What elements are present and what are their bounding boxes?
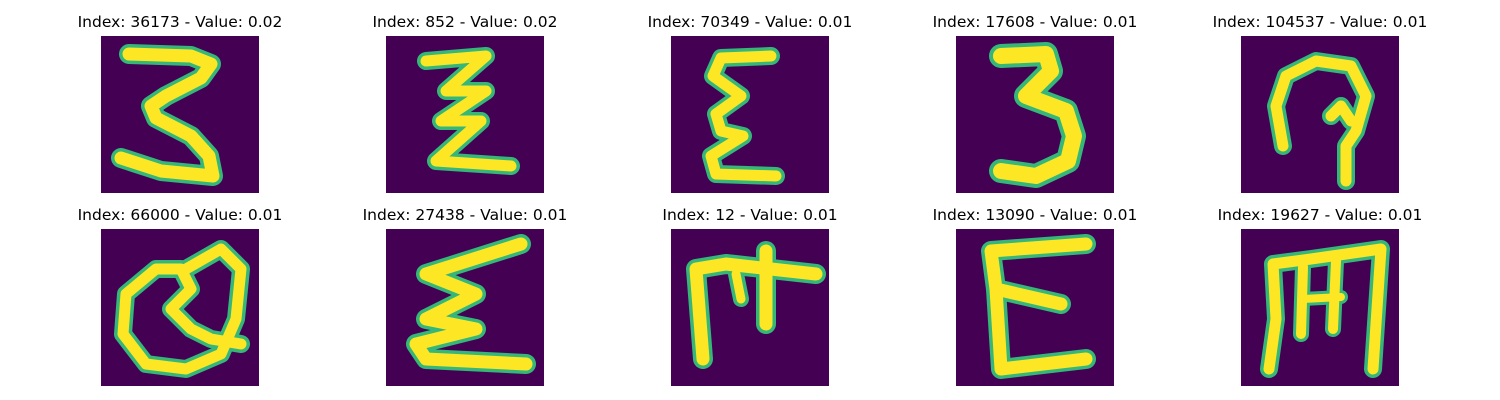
panel-title: Index: 70349 - Value: 0.01 [647,13,853,31]
panel: Index: 104537 - Value: 0.01 [1178,12,1462,202]
panel-title: Index: 17608 - Value: 0.01 [932,13,1138,31]
digit-image [386,36,544,193]
panel-title: Index: 27438 - Value: 0.01 [362,206,568,224]
glyph-z-zigzag [417,47,520,175]
digit-image [671,36,829,193]
glyph-3-bold [989,42,1086,188]
panel-title: Index: 66000 - Value: 0.01 [77,206,283,224]
digit-image [1241,36,1399,193]
glyph-f-like [686,241,826,369]
glyph-3-like [111,44,223,186]
panel-title: Index: 12 - Value: 0.01 [662,206,838,224]
panel-title: Index: 19627 - Value: 0.01 [1217,206,1423,224]
digit-image [101,36,259,193]
glyph-epsilon [702,47,785,185]
panel-title: Index: 852 - Value: 0.02 [372,13,558,31]
digit-image [956,36,1114,193]
panel-title: Index: 36173 - Value: 0.02 [77,13,283,31]
glyph-loop [1267,52,1375,190]
panel: Index: 17608 - Value: 0.01 [893,12,1177,202]
panel: Index: 852 - Value: 0.02 [323,12,607,202]
glyph-q-loop [114,240,250,378]
digit-image [1241,229,1399,386]
digit-image [671,229,829,386]
digit-image [956,229,1114,386]
panel-title: Index: 13090 - Value: 0.01 [932,206,1138,224]
panel: Index: 19627 - Value: 0.01 [1178,205,1462,395]
panel: Index: 70349 - Value: 0.01 [608,12,892,202]
glyph-m-rotated [1260,240,1390,378]
glyph-e [981,234,1096,379]
digit-image [386,229,544,386]
panel-title: Index: 104537 - Value: 0.01 [1212,13,1428,31]
digit-image [101,229,259,386]
panel: Index: 13090 - Value: 0.01 [893,205,1177,395]
panel: Index: 27438 - Value: 0.01 [323,205,607,395]
glyph-sigma [406,234,536,374]
panel: Index: 12 - Value: 0.01 [608,205,892,395]
panel: Index: 36173 - Value: 0.02 [38,12,322,202]
panel: Index: 66000 - Value: 0.01 [38,205,322,395]
